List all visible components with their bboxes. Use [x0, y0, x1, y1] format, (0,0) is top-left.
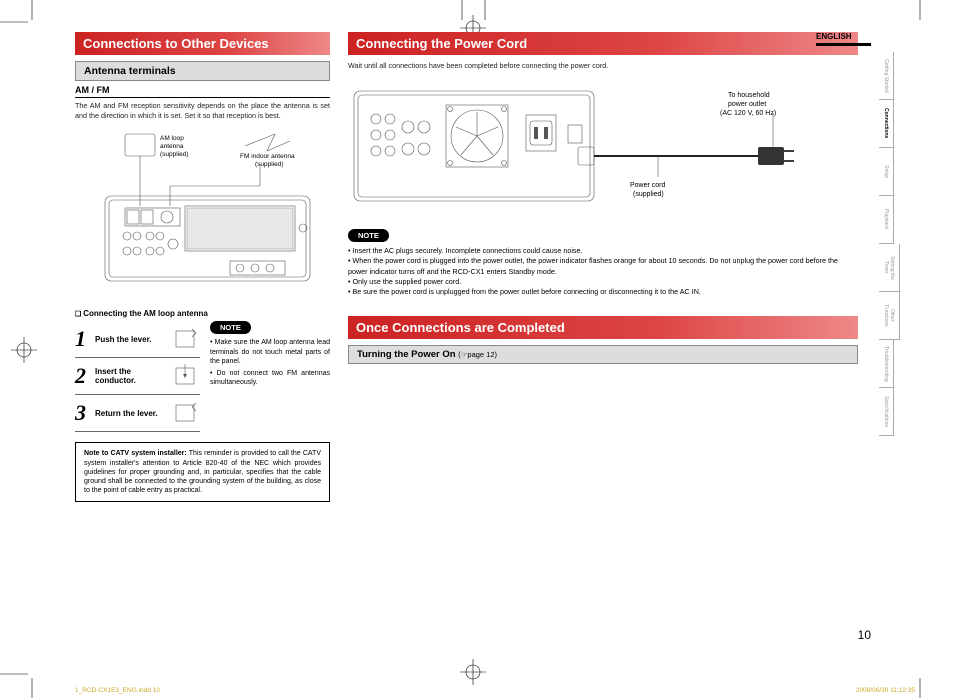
note-pill-left: NOTE — [210, 321, 251, 334]
power-notes: Insert the AC plugs securely. Incomplete… — [348, 246, 858, 298]
tab-playback[interactable]: Playback — [879, 196, 894, 244]
heading-once-completed: Once Connections are Completed — [348, 316, 858, 339]
heading-connections-devices: Connections to Other Devices — [75, 32, 330, 55]
left-notes: Make sure the AM loop antenna lead termi… — [210, 338, 330, 386]
step-icon-3 — [172, 399, 200, 427]
tab-setup[interactable]: Setup — [879, 148, 894, 196]
step-icon-1 — [172, 325, 200, 353]
steps-title: Connecting the AM loop antenna — [75, 309, 330, 318]
turning-ref: (☞page 12) — [458, 350, 497, 359]
language-label: ENGLISH — [816, 32, 871, 46]
page-number: 10 — [858, 628, 871, 642]
steps-list: 1 Push the lever. 2 Insert the conductor… — [75, 321, 200, 432]
step-2: 2 Insert the conductor. — [75, 358, 200, 395]
step-1: 1 Push the lever. — [75, 321, 200, 358]
tab-other[interactable]: Other Functions — [879, 292, 900, 340]
tab-getting-started[interactable]: Getting Started — [879, 52, 894, 100]
tab-timer[interactable]: Setting the Timer — [879, 244, 900, 292]
am-loop-label: AM loopantenna(supplied) — [160, 135, 189, 158]
outlet-label: To householdpower outlet(AC 120 V, 60 Hz… — [720, 92, 776, 117]
heading-antenna-terminals: Antenna terminals — [75, 61, 330, 81]
cord-label: Power cord(supplied) — [630, 182, 666, 198]
heading-am-fm: AM / FM — [75, 85, 330, 98]
footer-timestamp: 2008/06/30 11:12:35 — [856, 687, 915, 694]
step-3: 3 Return the lever. — [75, 395, 200, 432]
catv-note: Note to CATV system installer: This remi… — [75, 442, 330, 501]
note-pill-right: NOTE — [348, 229, 389, 242]
fm-label: FM indoor antenna(supplied) — [240, 153, 295, 168]
section-tabs: Getting Started Connections Setup Playba… — [879, 52, 897, 436]
catv-title: Note to CATV system installer: — [84, 450, 187, 457]
tab-troubleshooting[interactable]: Troubleshooting — [879, 340, 894, 388]
antenna-diagram: AM loopantenna(supplied) FM indoor anten… — [75, 126, 330, 301]
step-icon-2 — [172, 362, 200, 390]
heading-power-cord: Connecting the Power Cord — [348, 32, 858, 55]
right-column: Connecting the Power Cord Wait until all… — [348, 32, 858, 502]
footer-file: 1_RCD-CX1E3_ENG.indd 10 — [75, 687, 160, 694]
tab-specifications[interactable]: Specifications — [879, 388, 894, 436]
am-fm-body: The AM and FM reception sensitivity depe… — [75, 101, 330, 120]
turning-title: Turning the Power On — [357, 349, 456, 360]
left-column: Connections to Other Devices Antenna ter… — [75, 32, 330, 502]
turning-power-on: Turning the Power On (☞page 12) — [348, 345, 858, 364]
power-diagram: Power cord(supplied) To householdpower o… — [348, 77, 858, 217]
tab-connections[interactable]: Connections — [879, 100, 894, 148]
power-intro: Wait until all connections have been com… — [348, 61, 858, 71]
